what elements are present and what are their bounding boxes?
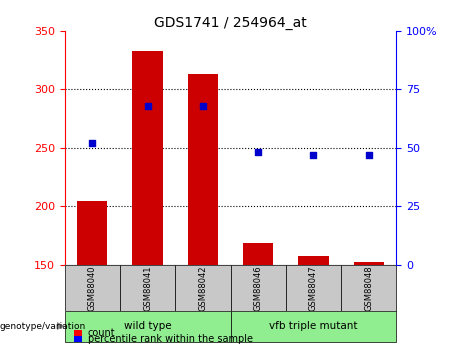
Bar [65, 311, 230, 342]
Bar [74, 336, 82, 342]
Bar [243, 244, 273, 265]
Text: GSM88040: GSM88040 [88, 265, 97, 310]
Bar [65, 265, 120, 311]
Bar [175, 265, 230, 311]
Bar [132, 51, 163, 265]
Text: GSM88041: GSM88041 [143, 265, 152, 310]
Text: GSM88046: GSM88046 [254, 265, 263, 310]
Point [89, 140, 96, 146]
Bar [354, 262, 384, 265]
Text: count: count [88, 328, 115, 338]
Text: GSM88047: GSM88047 [309, 265, 318, 310]
Point [144, 103, 151, 109]
Point [365, 152, 372, 158]
Bar [188, 74, 218, 265]
Bar [120, 265, 175, 311]
Bar [286, 265, 341, 311]
Bar [77, 201, 107, 265]
Text: wild type: wild type [124, 322, 171, 332]
Bar [230, 265, 286, 311]
Bar [230, 311, 396, 342]
Text: GSM88048: GSM88048 [364, 265, 373, 310]
Text: GSM88042: GSM88042 [198, 265, 207, 310]
Point [199, 103, 207, 109]
Text: vfb triple mutant: vfb triple mutant [269, 322, 358, 332]
Bar [341, 265, 396, 311]
Text: percentile rank within the sample: percentile rank within the sample [88, 334, 253, 344]
Point [310, 152, 317, 158]
Bar [74, 330, 82, 336]
Title: GDS1741 / 254964_at: GDS1741 / 254964_at [154, 16, 307, 30]
Text: genotype/variation: genotype/variation [0, 322, 86, 331]
Bar [298, 256, 329, 265]
Point [254, 150, 262, 155]
